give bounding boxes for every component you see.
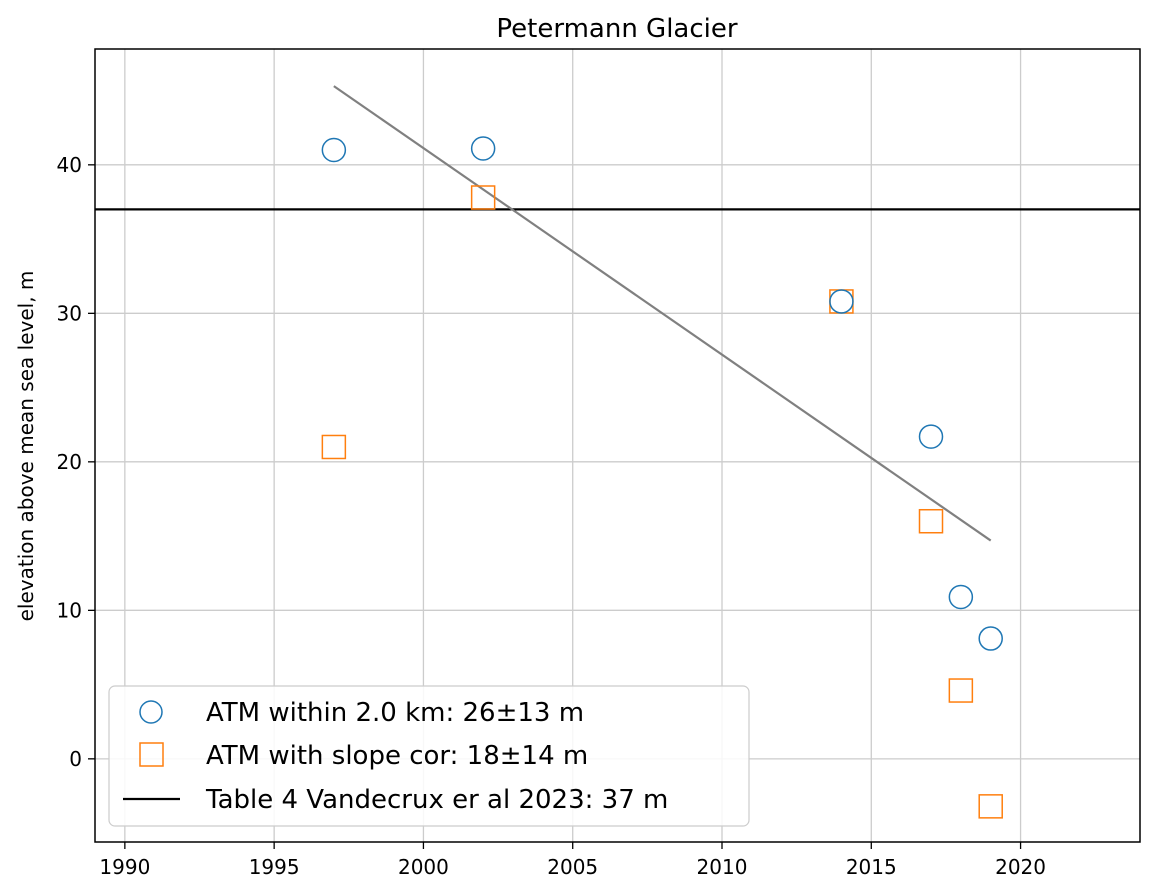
legend-label-atm-slope-cor: ATM with slope cor: 18±14 m: [206, 741, 588, 771]
y-tick-label: 10: [57, 598, 82, 622]
x-tick-label: 2000: [398, 855, 449, 879]
data-point-square: [470, 185, 496, 210]
y-axis-label: elevation above mean sea level, m: [14, 271, 38, 622]
data-point-circle: [948, 584, 974, 610]
axis-ticks: 1990 1995 2000 2005 2010 2015 2020 0 10 20 30 40: [57, 153, 1046, 879]
x-tick-label: 2020: [995, 855, 1046, 879]
y-tick-label: 0: [69, 747, 82, 771]
data-point-square: [918, 508, 944, 534]
data-point-circle: [829, 289, 854, 314]
chart-title: Petermann Glacier: [496, 14, 737, 44]
legend-box: [108, 685, 750, 827]
legend-label-atm-within: ATM within 2.0 km: 26±13 m: [206, 698, 584, 728]
x-tick-label: 2015: [846, 855, 897, 879]
data-point-circle: [978, 626, 1003, 651]
y-tick-label: 20: [57, 450, 82, 474]
data-point-circle: [918, 424, 944, 449]
data-point-square: [948, 678, 974, 703]
x-tick-label: 2010: [697, 855, 748, 879]
data-point-square: [321, 434, 347, 460]
y-tick-label: 40: [57, 153, 82, 177]
x-tick-label: 1990: [99, 855, 150, 879]
y-tick-label: 30: [57, 301, 82, 325]
data-point-square: [978, 794, 1003, 819]
legend-marker-circle: [139, 700, 163, 724]
plot-frame: [94, 48, 1141, 843]
data-point-circle: [470, 136, 496, 161]
legend-label-reference-line: Table 4 Vandecrux er al 2023: 37 m: [205, 785, 668, 815]
x-tick-label: 1995: [249, 855, 300, 879]
legend-marker-square: [139, 742, 164, 767]
legend: ATM within 2.0 km: 26±13 m ATM with slop…: [108, 685, 750, 827]
trend-line: [333, 85, 992, 542]
data-point-circle: [321, 137, 347, 163]
plot-data: [95, 85, 1140, 819]
x-tick-label: 2005: [547, 855, 598, 879]
